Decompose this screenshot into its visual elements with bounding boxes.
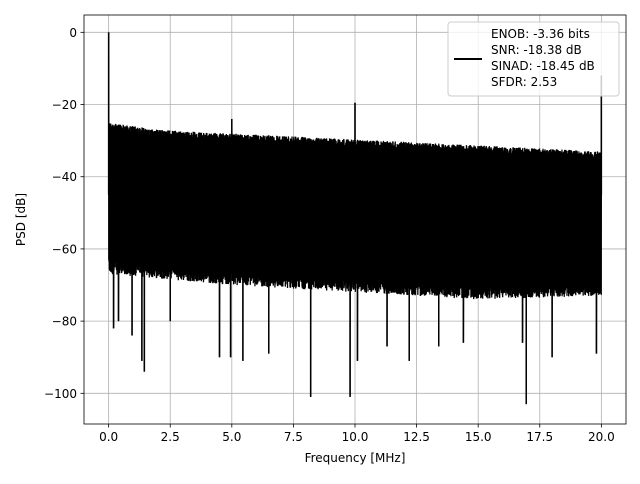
legend-box: [447, 21, 620, 97]
x-tick-label: 0.0: [99, 430, 118, 444]
y-axis-label: PSD [dB]: [14, 193, 28, 246]
y-tick-label: −40: [52, 170, 77, 184]
x-axis-label: Frequency [MHz]: [305, 451, 406, 465]
y-tick-label: −80: [52, 315, 77, 329]
legend: ENOB: -3.36 bits SNR: -18.38 dB SINAD: -…: [447, 21, 620, 97]
legend-entry: ENOB: -3.36 bits: [491, 27, 590, 41]
legend-entry: SINAD: -18.45 dB: [491, 59, 595, 73]
x-tick-label: 5.0: [222, 430, 241, 444]
psd-trace: [107, 32, 603, 405]
y-axis-ticks: 0 −20 −40 −60 −80 −100: [44, 26, 84, 401]
x-tick-label: 10.0: [342, 430, 369, 444]
y-tick-label: −100: [44, 387, 77, 401]
x-tick-label: 12.5: [403, 430, 430, 444]
x-axis-ticks: 0.0 2.5 5.0 7.5 10.0 12.5 15.0 17.5 20.0: [99, 424, 615, 444]
y-tick-label: −60: [52, 242, 77, 256]
y-tick-label: −20: [52, 98, 77, 112]
y-tick-label: 0: [69, 26, 77, 40]
x-tick-label: 2.5: [161, 430, 180, 444]
legend-entry: SFDR: 2.53: [491, 75, 557, 89]
x-tick-label: 7.5: [284, 430, 303, 444]
x-tick-label: 17.5: [526, 430, 553, 444]
legend-entry: SNR: -18.38 dB: [491, 43, 582, 57]
x-tick-label: 15.0: [465, 430, 492, 444]
x-tick-label: 20.0: [588, 430, 615, 444]
psd-line: [107, 32, 603, 405]
